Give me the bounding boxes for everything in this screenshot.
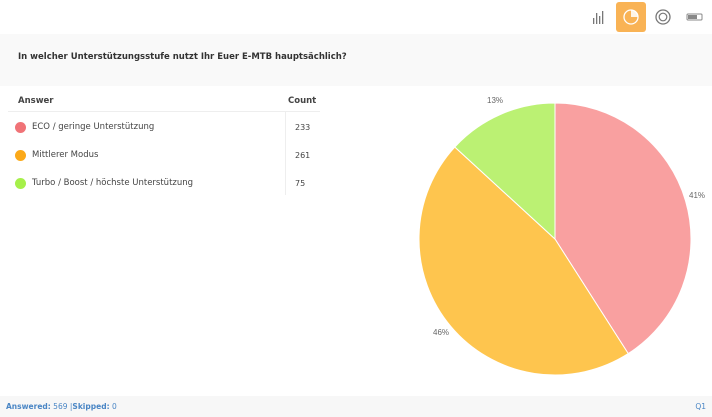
answered-label: Answered: xyxy=(6,402,51,411)
donut-chart-icon xyxy=(655,9,671,25)
answered-value: 569 xyxy=(53,402,68,411)
bar-chart-button[interactable] xyxy=(584,2,614,32)
answer-count: 75 xyxy=(295,179,306,188)
pct-label-turbo: 13% xyxy=(487,96,503,105)
response-summary: Answered: 569 |Skipped: 0 xyxy=(6,402,117,411)
pie-slice[interactable] xyxy=(418,146,629,376)
skipped-value: 0 xyxy=(111,402,117,411)
answer-column-header: Answer xyxy=(18,96,54,106)
pie-slice[interactable] xyxy=(454,102,556,241)
column-divider xyxy=(285,111,286,195)
question-header: In welcher Unterstützungsstufe nutzt Ihr… xyxy=(0,34,712,86)
table-row: ECO / geringe Unterstützung 233 xyxy=(0,118,320,146)
chart-type-toolbar xyxy=(0,0,712,34)
pct-label-eco: 41% xyxy=(689,191,705,200)
pie-slice[interactable] xyxy=(554,102,692,355)
answer-count: 233 xyxy=(295,123,311,132)
answer-label: Turbo / Boost / höchste Unterstützung xyxy=(32,178,194,188)
legend-dot-turbo xyxy=(15,178,26,189)
legend-dot-eco xyxy=(15,122,26,133)
table-row: Turbo / Boost / höchste Unterstützung 75 xyxy=(0,174,320,202)
table-divider xyxy=(8,111,320,112)
table-toggle-button[interactable] xyxy=(680,2,710,32)
answer-count: 261 xyxy=(295,151,311,160)
skipped-label: Skipped: xyxy=(72,402,110,411)
answer-label: Mittlerer Modus xyxy=(32,150,99,160)
pct-label-mittel: 46% xyxy=(433,328,449,337)
separator: | xyxy=(69,402,73,411)
answer-label: ECO / geringe Unterstützung xyxy=(32,122,155,132)
pie-chart-icon xyxy=(623,9,639,25)
count-column-header: Count xyxy=(288,96,317,106)
question-text: In welcher Unterstützungsstufe nutzt Ihr… xyxy=(18,52,347,62)
table-row: Mittlerer Modus 261 xyxy=(0,146,320,174)
donut-chart-button[interactable] xyxy=(648,2,678,32)
toggle-icon xyxy=(686,13,703,21)
footer-bar: Answered: 569 |Skipped: 0 Q1 xyxy=(0,396,712,417)
bar-chart-icon xyxy=(593,11,604,24)
pie-chart-button[interactable] xyxy=(616,2,646,32)
legend-dot-mittel xyxy=(15,150,26,161)
question-number: Q1 xyxy=(695,402,706,411)
